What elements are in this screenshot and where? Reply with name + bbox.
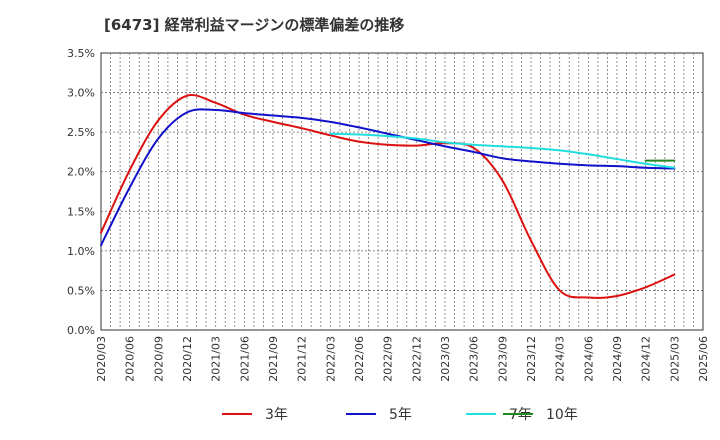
x-tick-label: 2024/12: [640, 336, 653, 382]
y-axis-ticks: 0.0% 0.5% 1.0% 1.5% 2.0% 2.5% 3.0% 3.5%: [67, 47, 95, 337]
x-tick-label: 2020/03: [95, 336, 108, 382]
x-tick-label: 2025/06: [697, 336, 710, 382]
chart-title: [6473] 経常利益マージンの標準偏差の推移: [104, 16, 405, 34]
x-tick-label: 2020/09: [152, 336, 165, 382]
x-tick-label: 2024/03: [554, 336, 567, 382]
x-axis-ticks: 2020/03 2020/06 2020/09 2020/12 2021/03 2021/…: [95, 336, 710, 382]
x-tick-label: 2020/06: [124, 336, 137, 382]
x-tick-label: 2023/03: [439, 336, 452, 382]
x-tick-label: 2024/09: [611, 336, 624, 382]
x-tick-label: 2022/03: [324, 336, 337, 382]
legend-label-1: 3年: [265, 407, 288, 423]
x-tick-label: 2021/03: [210, 336, 223, 382]
x-tick-label: 2022/12: [410, 336, 423, 382]
x-tick-label: 2022/06: [353, 336, 366, 382]
x-tick-label: 2021/12: [296, 336, 309, 382]
y-tick-label: 3.0%: [67, 87, 95, 100]
x-tick-label: 2023/12: [525, 336, 538, 382]
series-lines: [100, 94, 676, 299]
x-tick-label: 2022/09: [382, 336, 395, 382]
x-tick-label: 2023/09: [496, 336, 509, 382]
y-tick-label: 2.0%: [67, 166, 95, 179]
plot-area: [100, 52, 704, 331]
x-tick-label: 2020/12: [181, 336, 194, 382]
x-tick-label: 2023/06: [468, 336, 481, 382]
y-tick-label: 0.5%: [67, 284, 95, 297]
legend-label-2: 5年: [389, 407, 412, 423]
x-tick-label: 2021/06: [238, 336, 251, 382]
grid-lines: [101, 53, 703, 330]
y-tick-label: 1.0%: [67, 245, 95, 258]
x-tick-label: 2024/06: [582, 336, 595, 382]
series-line-2: [100, 108, 676, 247]
x-tick-label: 2021/09: [267, 336, 280, 382]
series-line-3: [329, 132, 676, 169]
series-line-1: [100, 94, 676, 299]
y-tick-label: 1.5%: [67, 205, 95, 218]
y-tick-label: 0.0%: [67, 324, 95, 337]
y-tick-label: 2.5%: [67, 126, 95, 139]
x-tick-label: 2025/03: [668, 336, 681, 382]
legend-label-4: 10年: [546, 407, 578, 423]
y-tick-label: 3.5%: [67, 47, 95, 60]
legend: 3年5年7年10年: [222, 407, 578, 423]
